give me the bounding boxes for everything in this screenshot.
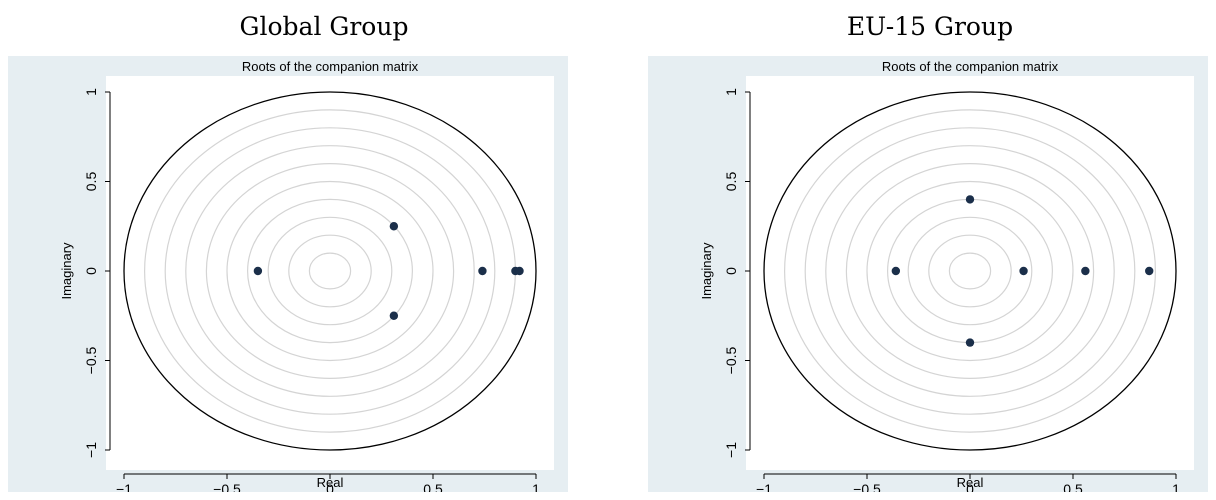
y-tick-label: 1: [83, 88, 99, 96]
root-point: [389, 222, 399, 231]
chart-title: Roots of the companion matrix: [882, 59, 1059, 74]
roots-plot-global: −1 −0.5 0 0.5 1 −1 −0.5 0 0.5 1 Roots of the compa…: [8, 56, 568, 492]
y-tick-label: −1: [723, 442, 739, 458]
grid-circle-4: [226, 180, 434, 362]
y-tick-label: 0: [83, 267, 99, 275]
chart-panel-global: −1 −0.5 0 0.5 1 −1 −0.5 0 0.5 1 Roots of the compa…: [8, 56, 568, 492]
root-point: [1081, 266, 1090, 276]
x-tick-label: 0: [326, 481, 334, 492]
grid-circle-0: [948, 252, 992, 290]
grid-circle-5: [205, 162, 455, 380]
plot-area: [746, 76, 1194, 470]
root-point: [253, 266, 263, 276]
x-tick-label: −0.5: [853, 481, 881, 492]
roots-plot-eu15: −1 −0.5 0 0.5 1 −1 −0.5 0 0.5 1 Roots of the compa…: [648, 56, 1208, 492]
panel-heading-global-group: Global Group: [239, 12, 409, 41]
grid-circle-7: [804, 127, 1136, 415]
x-tick-label: −1: [756, 481, 772, 492]
x-tick-label: −0.5: [213, 481, 241, 492]
y-axis-label: Imaginary: [699, 242, 714, 300]
x-tick-label: 0.5: [423, 481, 443, 492]
unit-circle: [123, 91, 537, 451]
grid-circle-1: [928, 234, 1012, 308]
x-axis-label: Real: [317, 475, 344, 490]
unit-circle: [763, 91, 1177, 451]
root-point: [965, 195, 975, 204]
y-tick-label: −0.5: [723, 346, 739, 374]
root-point: [1019, 266, 1028, 276]
x-tick-label: −1: [116, 481, 132, 492]
root-point: [478, 266, 487, 276]
x-tick-label: 0: [966, 481, 974, 492]
root-point: [515, 266, 524, 276]
x-axis-label: Real: [957, 475, 984, 490]
x-tick-label: 1: [1172, 481, 1180, 492]
root-point: [389, 311, 399, 320]
grid-circle-1: [288, 234, 372, 308]
grid-circle-2: [267, 216, 393, 326]
grid-circle-8: [784, 109, 1156, 433]
grid-circle-5: [845, 162, 1095, 380]
y-tick-label: −0.5: [83, 346, 99, 374]
grid-circle-7: [164, 127, 496, 415]
root-point: [965, 338, 975, 347]
chart-title: Roots of the companion matrix: [242, 59, 419, 74]
grid-circle-2: [907, 216, 1033, 326]
grid-circle-6: [185, 145, 475, 397]
grid-circle-0: [308, 252, 352, 290]
x-tick-label: 1: [532, 481, 540, 492]
panel-heading-eu15-group: EU-15 Group: [846, 12, 1014, 41]
y-tick-label: 0: [723, 267, 739, 275]
plot-area: [106, 76, 554, 470]
grid-circle-4: [866, 180, 1074, 362]
y-tick-label: 1: [723, 88, 739, 96]
y-tick-label: −1: [83, 442, 99, 458]
x-tick-label: 0.5: [1063, 481, 1083, 492]
grid-circle-3: [247, 198, 414, 344]
root-point: [891, 266, 901, 276]
chart-panel-eu15: −1 −0.5 0 0.5 1 −1 −0.5 0 0.5 1 Roots of the compa…: [648, 56, 1208, 492]
grid-circle-6: [825, 145, 1115, 397]
y-tick-label: 0.5: [723, 172, 739, 192]
y-axis-label: Imaginary: [59, 242, 74, 300]
y-tick-label: 0.5: [83, 172, 99, 192]
root-point: [1145, 266, 1154, 276]
